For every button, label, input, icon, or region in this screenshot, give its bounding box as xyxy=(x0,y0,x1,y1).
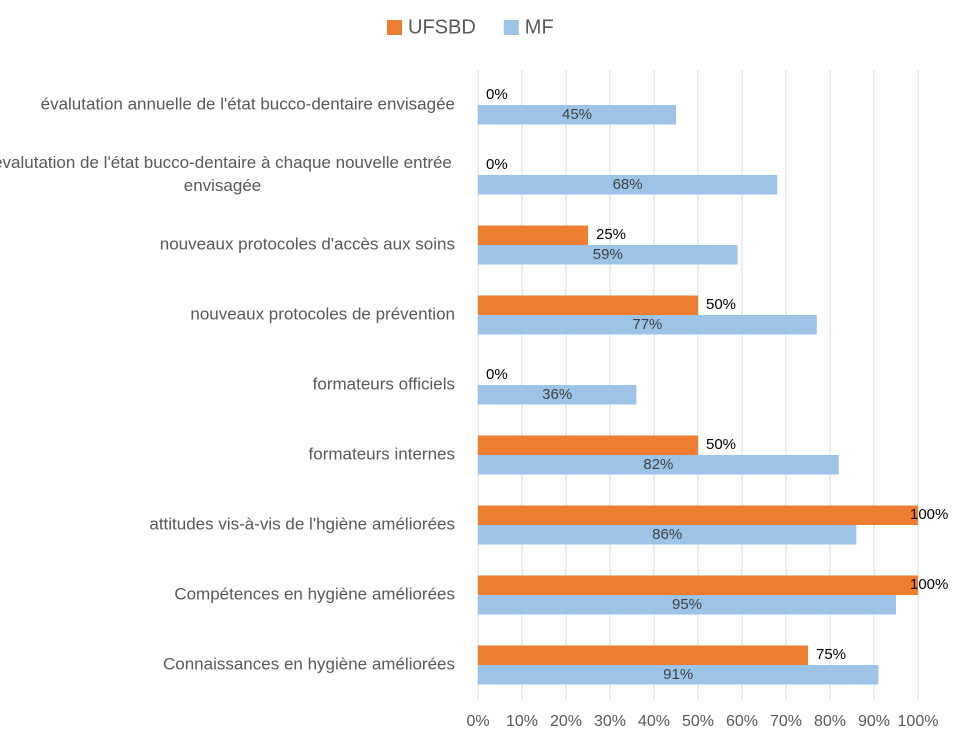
bar xyxy=(478,525,857,545)
bar xyxy=(478,575,918,595)
x-tick-label: 60% xyxy=(726,713,758,730)
y-tick-label: évalutation de l'état bucco-dentaire à c… xyxy=(0,152,455,198)
y-tick-text: formateurs officiels xyxy=(312,374,455,394)
value-label: 50% xyxy=(706,296,736,313)
y-tick-text: formateurs internes xyxy=(308,444,455,464)
bar xyxy=(478,295,698,315)
y-tick-label: formateurs internes xyxy=(0,444,455,467)
x-tick-label: 30% xyxy=(594,713,626,730)
value-label: 75% xyxy=(816,646,846,663)
bar xyxy=(478,505,918,525)
x-tick-label: 70% xyxy=(770,713,802,730)
y-tick-label: nouveaux protocoles d'accès aux soins xyxy=(0,234,455,257)
value-label: 91% xyxy=(663,666,693,683)
value-label: 25% xyxy=(596,226,626,243)
y-tick-label: Compétences en hygiène améliorées xyxy=(0,584,455,607)
value-label: 100% xyxy=(910,506,948,523)
bar xyxy=(478,435,698,455)
bar xyxy=(478,175,778,195)
y-tick-text: nouveaux protocoles d'accès aux soins xyxy=(159,234,455,254)
bar xyxy=(478,245,738,265)
value-label: 95% xyxy=(672,596,702,613)
legend-label: UFSBD xyxy=(408,16,476,38)
x-tick-label: 20% xyxy=(550,713,582,730)
y-tick-label: nouveaux protocoles de prévention xyxy=(0,304,455,327)
legend-swatch xyxy=(387,20,402,35)
x-tick-label: 40% xyxy=(638,713,670,730)
value-label: 45% xyxy=(562,106,592,123)
y-tick-label: formateurs officiels xyxy=(0,374,455,397)
bar xyxy=(478,455,839,475)
value-label: 59% xyxy=(593,246,623,263)
y-tick-label: évalutation annuelle de l'état bucco-den… xyxy=(0,94,455,117)
y-tick-text: évalutation de l'état bucco-dentaire à c… xyxy=(0,153,452,195)
value-label: 82% xyxy=(643,456,673,473)
y-tick-text: évalutation annuelle de l'état bucco-den… xyxy=(40,94,455,114)
x-tick-label: 50% xyxy=(682,713,714,730)
y-tick-text: Compétences en hygiène améliorées xyxy=(174,584,455,604)
bar xyxy=(478,595,896,615)
y-tick-text: Connaissances en hygiène améliorées xyxy=(162,654,455,674)
bar xyxy=(478,385,637,405)
y-tick-label: Connaissances en hygiène améliorées xyxy=(0,654,455,677)
y-tick-text: nouveaux protocoles de prévention xyxy=(190,304,455,324)
value-label: 50% xyxy=(706,436,736,453)
value-label: 0% xyxy=(486,86,508,103)
value-label: 68% xyxy=(613,176,643,193)
x-tick-label: 0% xyxy=(466,713,489,730)
bar xyxy=(478,665,879,685)
value-label: 86% xyxy=(652,526,682,543)
value-label: 0% xyxy=(486,366,508,383)
value-label: 0% xyxy=(486,156,508,173)
legend-label: MF xyxy=(525,16,554,38)
x-tick-label: 100% xyxy=(898,713,939,730)
bar xyxy=(478,105,676,125)
x-tick-label: 90% xyxy=(858,713,890,730)
bar xyxy=(478,645,808,665)
x-tick-label: 80% xyxy=(814,713,846,730)
value-label: 36% xyxy=(542,386,572,403)
bar xyxy=(478,315,817,335)
x-tick-label: 10% xyxy=(506,713,538,730)
bar xyxy=(478,225,588,245)
y-tick-label: attitudes vis-à-vis de l'hgiène amélioré… xyxy=(0,514,455,537)
value-label: 77% xyxy=(632,316,662,333)
y-tick-text: attitudes vis-à-vis de l'hgiène amélioré… xyxy=(149,514,455,534)
value-label: 100% xyxy=(910,576,948,593)
legend-swatch xyxy=(503,20,519,35)
